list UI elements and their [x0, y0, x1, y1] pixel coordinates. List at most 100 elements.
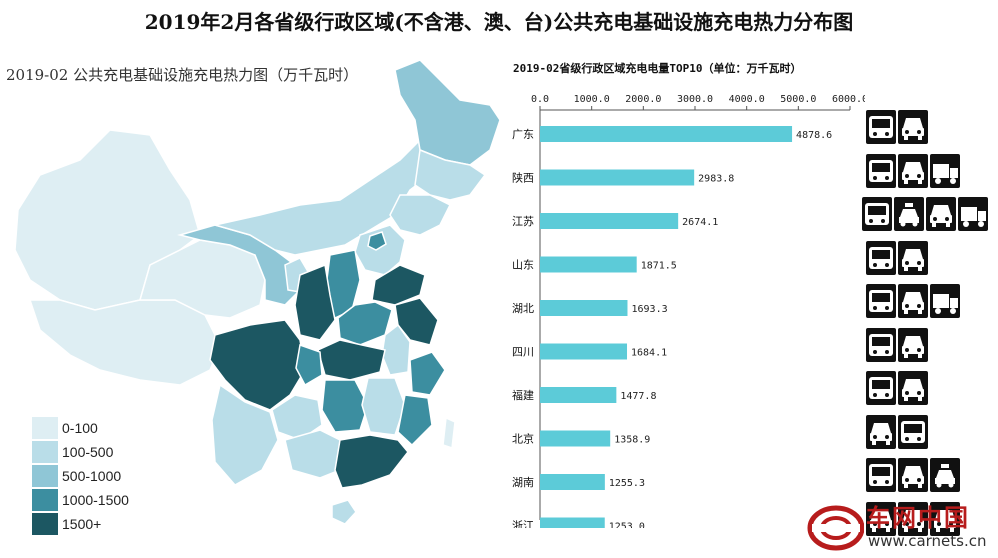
legend-label: 500-1000	[62, 468, 122, 484]
x-tick-label: 3000.0	[677, 94, 713, 105]
map-title: 2019-02 公共充电基础设施充电热力图（万千瓦时）	[6, 66, 359, 84]
bar	[540, 256, 637, 273]
bus-icon	[898, 414, 928, 449]
vehicle-icon-row	[866, 371, 928, 407]
bar	[540, 126, 793, 142]
car-icon	[898, 284, 928, 318]
car-icon	[866, 414, 896, 449]
vehicle-icon-row	[862, 197, 988, 233]
vehicle-icon-row	[866, 240, 928, 277]
category-label: 北京	[512, 432, 534, 446]
vehicle-icon-row	[866, 153, 960, 190]
bar	[540, 300, 628, 316]
x-tick-label: 6000.0	[832, 94, 865, 105]
category-label: 湖北	[512, 302, 534, 315]
car-icon	[898, 458, 928, 492]
region-beijing	[367, 231, 387, 251]
category-label: 广东	[512, 128, 534, 141]
x-tick-label: 0.0	[531, 94, 549, 105]
region-taiwan	[442, 416, 456, 450]
vehicle-icon-row	[866, 458, 960, 494]
region-yunnan	[211, 383, 279, 486]
region-fujian	[397, 394, 433, 447]
legend-swatch	[32, 513, 58, 535]
watermark-url: www.carnets.cn	[868, 532, 987, 550]
legend-swatch	[32, 441, 58, 463]
region-liaoning	[389, 194, 452, 236]
bus-icon	[866, 458, 896, 492]
legend-item: 0-100	[32, 416, 129, 440]
region-tibet	[28, 299, 221, 386]
bar-value-label: 1255.3	[609, 478, 645, 489]
category-label: 山东	[512, 259, 534, 272]
region-shandong	[371, 264, 426, 306]
bus-icon	[866, 327, 896, 362]
truck-icon	[958, 197, 988, 231]
china-map	[14, 59, 501, 525]
region-hainan	[331, 499, 357, 525]
region-zhejiang	[409, 351, 446, 396]
vehicle-icon-row	[866, 110, 928, 146]
car-icon	[898, 501, 928, 536]
car-icon	[898, 371, 928, 405]
bar-value-label: 1693.3	[631, 304, 667, 315]
truck-icon	[930, 153, 960, 188]
x-tick-label: 2000.0	[625, 94, 661, 105]
region-guizhou	[271, 394, 323, 441]
legend-swatch	[32, 465, 58, 487]
bar	[540, 474, 605, 490]
region-jiangxi	[361, 377, 406, 436]
bar	[540, 213, 679, 229]
bus-icon	[866, 240, 896, 275]
truck-icon	[930, 284, 960, 318]
bar-value-label: 1477.8	[620, 391, 656, 402]
region-hebei	[354, 224, 406, 276]
region-heilongjiang	[394, 59, 501, 166]
vehicle-icon-row	[866, 284, 960, 320]
legend-item: 1500+	[32, 512, 129, 536]
vehicle-icon-row	[866, 414, 928, 451]
region-jilin	[414, 148, 487, 201]
bar-value-label: 1358.9	[614, 435, 650, 446]
map-legend: 0-100 100-500 500-1000 1000-1500 1500+	[32, 416, 129, 536]
region-shaanxi	[294, 263, 336, 341]
bus-icon	[866, 371, 896, 405]
bar	[540, 517, 605, 528]
legend-label: 0-100	[62, 420, 98, 436]
vehicle-icon-row	[866, 501, 960, 538]
category-label: 浙江	[512, 520, 534, 529]
category-label: 江苏	[512, 215, 534, 228]
carnets-logo-icon	[807, 505, 864, 551]
car-icon	[866, 501, 896, 536]
bar	[540, 387, 617, 403]
taxi-icon	[930, 458, 960, 492]
legend-label: 100-500	[62, 444, 114, 460]
region-hunan	[321, 379, 369, 433]
car-icon	[898, 327, 928, 362]
bar-value-label: 1871.5	[641, 261, 677, 272]
category-label: 四川	[512, 346, 534, 359]
region-guangdong	[334, 434, 409, 489]
bar-value-label: 2983.8	[698, 174, 734, 185]
car-icon	[930, 501, 960, 536]
car-icon	[898, 110, 928, 144]
bus-icon	[866, 110, 896, 144]
category-label: 陕西	[512, 171, 534, 185]
taxi-icon	[894, 197, 924, 231]
region-chongqing	[295, 343, 323, 387]
bar-value-label: 2674.1	[682, 217, 718, 228]
x-tick-label: 4000.0	[729, 94, 765, 105]
watermark: 车网中国 www.carnets.cn	[806, 498, 998, 558]
car-icon	[926, 197, 956, 231]
bar-value-label: 1253.0	[609, 522, 645, 529]
watermark-brand: 车网中国	[866, 504, 970, 532]
bar	[540, 430, 611, 447]
legend-label: 1500+	[62, 516, 102, 532]
bar-value-label: 4878.6	[796, 130, 832, 141]
x-tick-label: 1000.0	[574, 94, 610, 105]
region-qinghai	[139, 239, 266, 319]
bus-icon	[866, 284, 896, 318]
category-label: 福建	[512, 388, 534, 402]
bar	[540, 343, 628, 360]
region-hubei	[317, 339, 386, 381]
